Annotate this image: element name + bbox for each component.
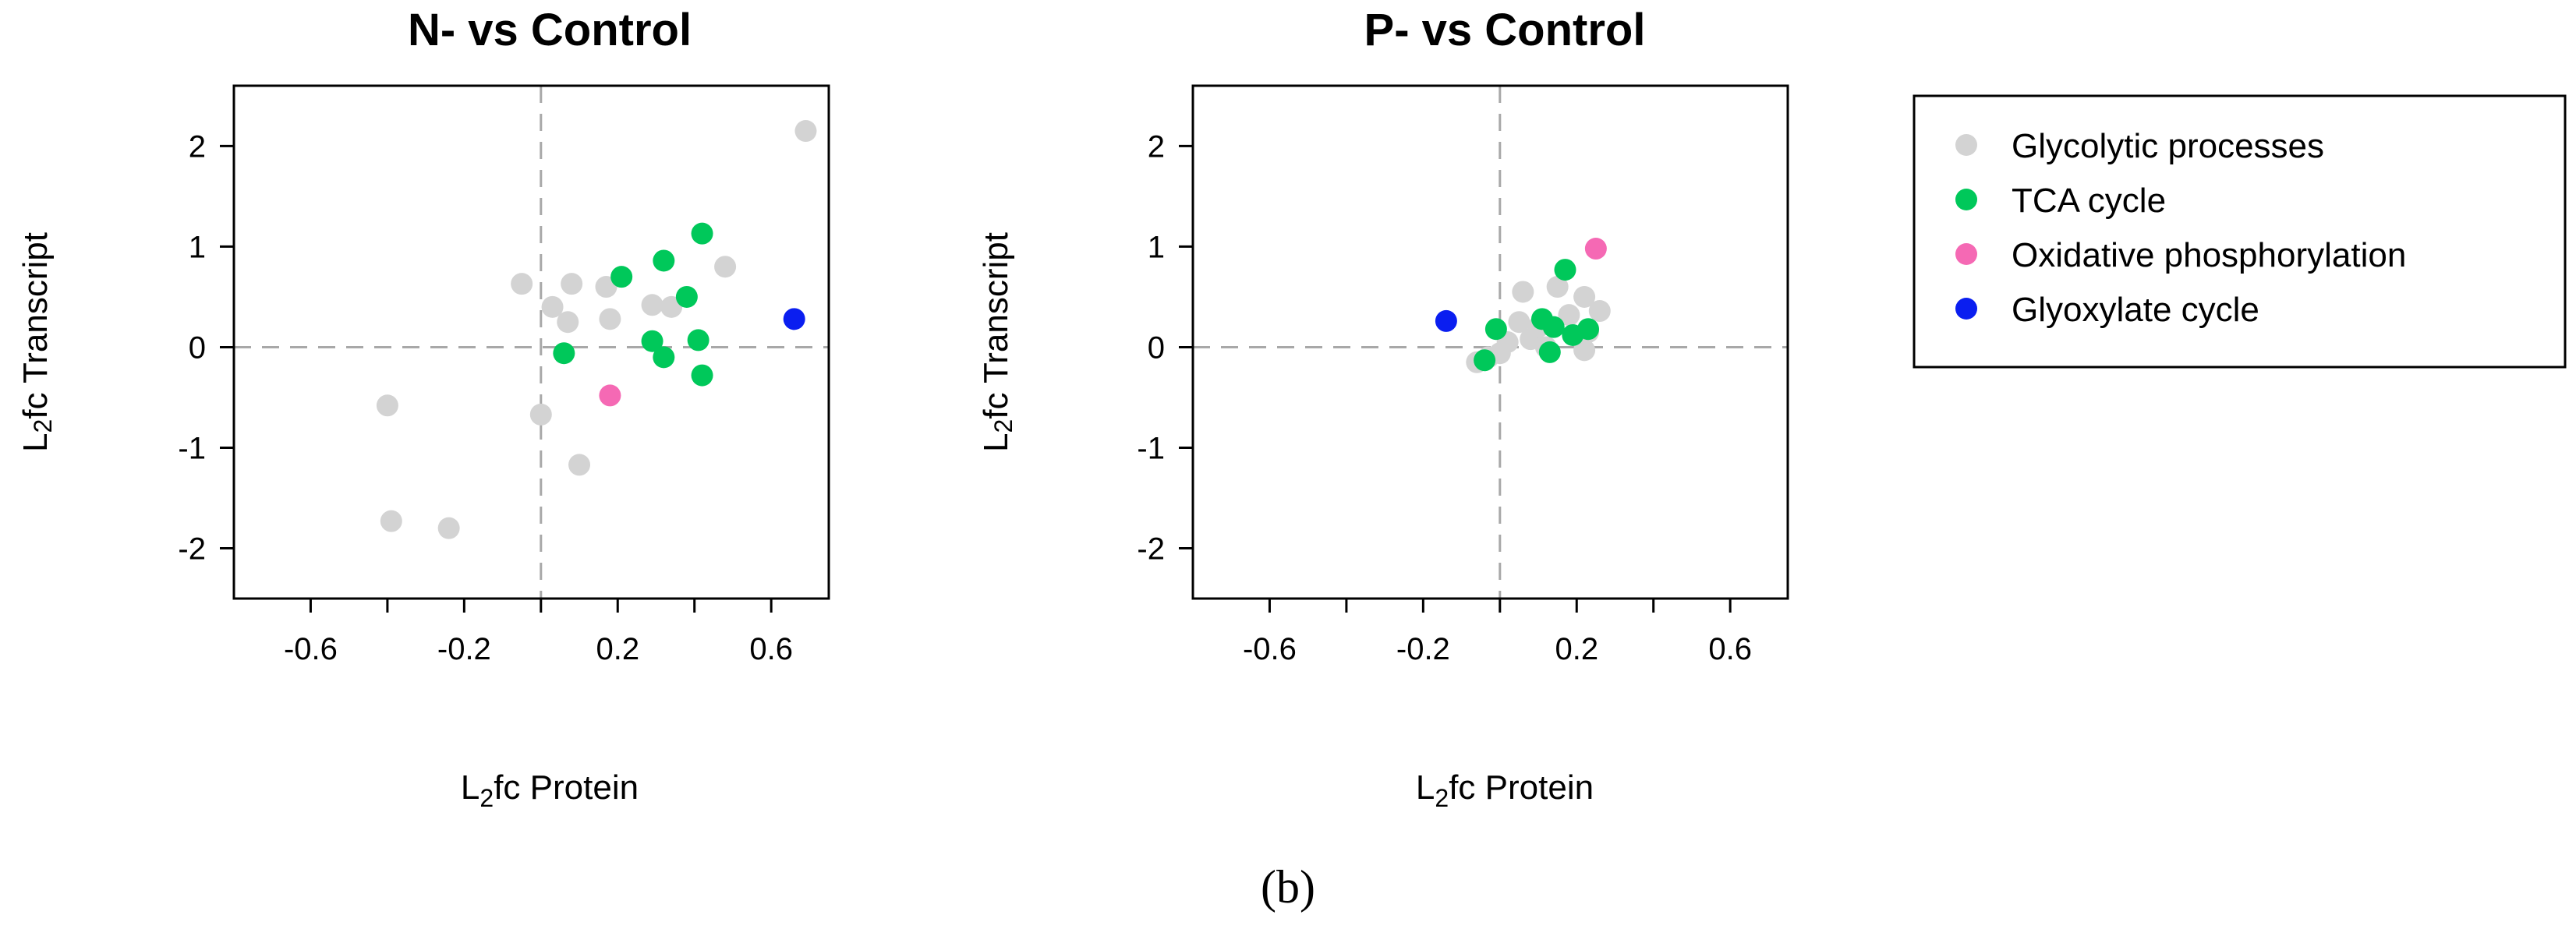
point-tca-cycle [641,330,663,352]
point-glycolytic-processes [511,273,533,295]
x-tick-label: -0.2 [437,632,491,666]
legend-box [1913,94,2567,369]
point-glycolytic-processes [794,120,817,143]
y-tick-label: 0 [189,330,206,365]
legend-marker-tca-cycle [1955,189,1977,210]
point-glycolytic-processes [1508,311,1530,334]
point-tca-cycle [1542,316,1565,338]
point-glycolytic-processes [376,394,398,417]
chart-title: P- vs Control [1364,5,1646,55]
point-oxidative-phosphorylation [599,384,621,407]
legend-marker-glyoxylate-cycle [1955,298,1977,320]
x-axis-label: L2fc Protein [461,768,639,812]
point-glycolytic-processes [1512,281,1534,303]
point-tca-cycle [653,249,675,272]
x-tick-label: -0.6 [284,632,338,666]
point-glycolytic-processes [437,517,460,539]
x-tick-label: -0.6 [1243,632,1297,666]
legend-label-glycolytic-processes: Glycolytic processes [2012,127,2324,165]
point-tca-cycle [610,266,633,288]
point-glycolytic-processes [1558,304,1580,327]
x-axis-label: L2fc Protein [1416,768,1594,812]
x-tick-label: 0.6 [749,632,793,666]
y-tick-label: -2 [178,532,206,566]
point-glycolytic-processes [1546,276,1569,298]
legend: Glycolytic processes TCA cycle Oxidative p… [1913,94,2567,369]
point-glyoxylate-cycle [783,308,805,330]
plot-frame [1191,84,1789,600]
point-glycolytic-processes [561,273,583,295]
point-tca-cycle [1577,318,1600,341]
y-tick-label: 2 [189,129,206,164]
point-glycolytic-processes [568,454,591,476]
legend-label-tca-cycle: TCA cycle [2012,182,2166,220]
point-glycolytic-processes [1588,300,1611,323]
point-glycolytic-processes [1573,285,1596,308]
x-tick-label: 0.2 [596,632,639,666]
y-tick-label: 1 [189,230,206,264]
point-tca-cycle [1538,341,1561,363]
y-tick-label: 1 [1148,230,1165,264]
point-glyoxylate-cycle [1435,309,1457,332]
point-glycolytic-processes [1573,339,1596,362]
point-tca-cycle [1474,349,1496,372]
plot-frame [232,84,830,600]
chart-title: N- vs Control [408,5,692,55]
legend-marker-oxidative-phosphorylation [1955,243,1977,265]
chart-n-vs-control: N- vs Control -0.6 -0.2 0.2 0.6 -2 -1 0 1 2 L2fc P… [16,5,830,812]
point-glycolytic-processes [641,294,663,316]
point-glycolytic-processes [714,256,737,278]
point-tca-cycle [675,285,698,308]
point-glycolytic-processes [541,295,564,318]
y-tick-label: 0 [1148,330,1165,365]
point-tca-cycle [1484,318,1507,341]
point-glycolytic-processes [529,403,552,426]
y-tick-label: -1 [1137,431,1165,465]
legend-marker-glycolytic-processes [1955,134,1977,156]
legend-label-glyoxylate-cycle: Glyoxylate cycle [2012,291,2259,329]
y-tick-label: 2 [1148,129,1165,164]
point-tca-cycle [653,346,675,369]
point-glycolytic-processes [599,308,621,330]
y-tick-label: -2 [1137,532,1165,566]
point-tca-cycle [691,222,713,245]
x-tick-label: 0.6 [1708,632,1752,666]
chart-p-vs-control: P- vs Control -0.6 -0.2 0.2 0.6 -2 -1 0 1 2 L2fc P… [977,5,1789,812]
point-tca-cycle [691,364,713,387]
x-tick-label: -0.2 [1396,632,1450,666]
y-axis-label: L2fc Transcript [16,232,58,452]
legend-label-oxidative-phosphorylation: Oxidative phosphorylation [2012,236,2406,274]
y-axis-label: L2fc Transcript [977,232,1018,452]
point-glycolytic-processes [380,510,402,532]
point-oxidative-phosphorylation [1584,238,1607,260]
point-glycolytic-processes [557,311,579,334]
point-tca-cycle [687,329,709,351]
figure-caption: (b) [1261,861,1315,913]
point-tca-cycle [553,342,575,365]
y-tick-label: -1 [178,431,206,465]
point-tca-cycle [1554,259,1576,281]
x-tick-label: 0.2 [1555,632,1598,666]
